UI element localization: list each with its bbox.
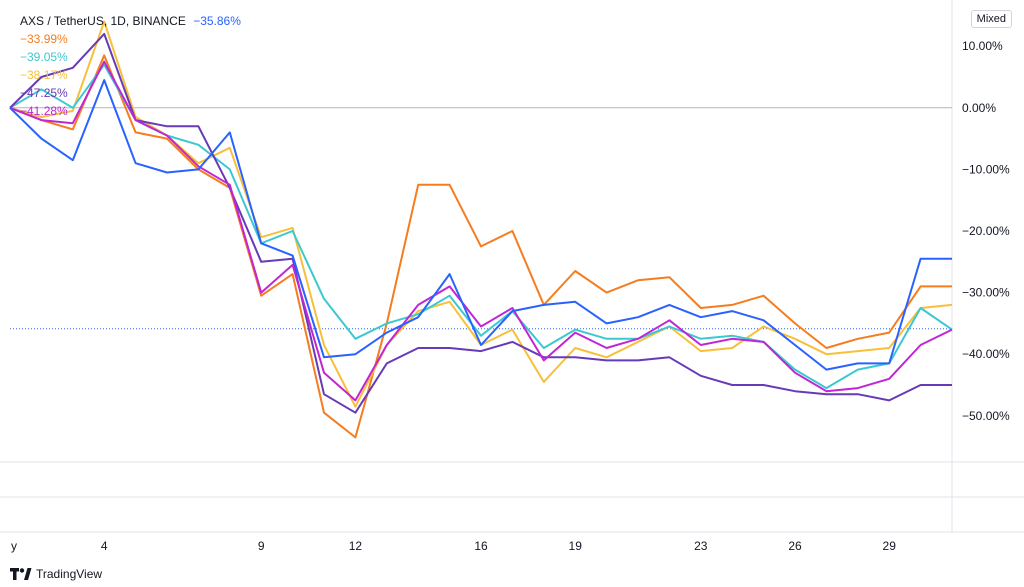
y-tick-label: −40.00% bbox=[962, 347, 1010, 361]
tradingview-logo-icon bbox=[10, 567, 32, 580]
legend-item: −38.17% bbox=[20, 68, 68, 82]
legend-item: −47.25% bbox=[20, 86, 68, 100]
x-tick-label: 23 bbox=[694, 539, 708, 553]
x-tick-label: y bbox=[11, 539, 17, 553]
y-tick-label: −10.00% bbox=[962, 162, 1010, 176]
y-tick-label: 10.00% bbox=[962, 39, 1003, 53]
scale-mode-button[interactable]: Mixed bbox=[970, 10, 1012, 28]
y-tick-label: −30.00% bbox=[962, 286, 1010, 300]
series-line bbox=[9, 60, 953, 402]
series-line bbox=[9, 54, 952, 439]
y-tick-label: 0.00% bbox=[962, 101, 996, 115]
x-tick-label: 16 bbox=[474, 539, 488, 553]
legend-title-row: AXS / TetherUS, 1D, BINANCE −35.86% bbox=[20, 12, 241, 30]
x-tick-label: 4 bbox=[101, 539, 108, 553]
chart-legend: AXS / TetherUS, 1D, BINANCE −35.86% −33.… bbox=[20, 12, 241, 120]
x-tick-label: 19 bbox=[569, 539, 583, 553]
legend-item: −41.28% bbox=[20, 104, 68, 118]
legend-item: −33.99% bbox=[20, 32, 68, 46]
x-axis: y 4 9 12 16 19 23 26 29 bbox=[11, 539, 896, 553]
main-series-change: −35.86% bbox=[193, 14, 241, 28]
x-tick-label: 9 bbox=[258, 539, 265, 553]
symbol-title: AXS / TetherUS, 1D, BINANCE bbox=[20, 14, 186, 28]
y-tick-label: −50.00% bbox=[962, 409, 1010, 423]
chart-grid bbox=[0, 0, 1024, 533]
y-tick-label: −20.00% bbox=[962, 224, 1010, 238]
x-tick-label: 26 bbox=[788, 539, 802, 553]
brand-name: TradingView bbox=[36, 567, 103, 581]
x-tick-label: 12 bbox=[349, 539, 363, 553]
x-tick-label: 29 bbox=[883, 539, 897, 553]
legend-item: −39.05% bbox=[20, 50, 68, 64]
tradingview-branding[interactable]: TradingView bbox=[10, 567, 102, 581]
series-line bbox=[9, 79, 952, 371]
series-line bbox=[9, 32, 952, 414]
y-axis: 10.00% 0.00% −10.00% −20.00% −30.00% −40.00% −… bbox=[962, 39, 1010, 423]
chart-series-layer bbox=[9, 20, 953, 439]
